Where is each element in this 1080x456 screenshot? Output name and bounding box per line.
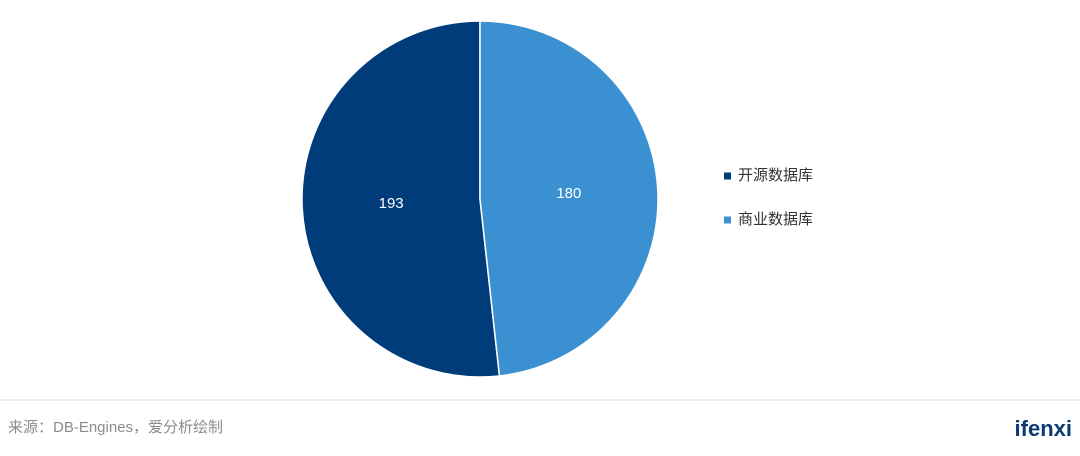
legend-label: 开源数据库	[738, 167, 813, 184]
legend-swatch	[724, 216, 731, 224]
source-note: 来源：DB-Engines，爱分析绘制	[8, 419, 223, 436]
logo: ifenxi	[1015, 416, 1072, 441]
data-label: 180	[556, 185, 581, 202]
data-label: 193	[379, 195, 404, 212]
legend-label: 商业数据库	[738, 211, 813, 228]
pie-slice	[479, 20, 659, 377]
pie-slice	[301, 20, 501, 378]
legend-swatch	[724, 172, 731, 180]
